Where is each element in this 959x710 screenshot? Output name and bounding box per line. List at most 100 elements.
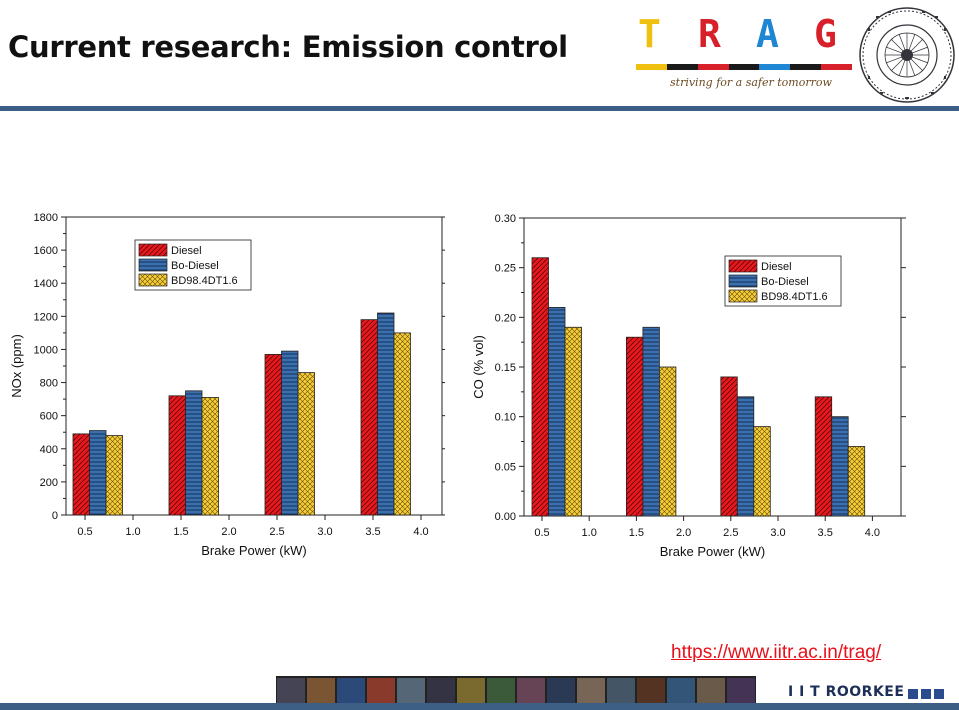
bar-bd98-4dt1-6	[564, 326, 582, 517]
logo-bar-segment	[666, 64, 698, 70]
y-tick-label: 400	[40, 444, 58, 456]
y-tick-label: 0.30	[495, 213, 516, 225]
x-tick-label: 4.0	[865, 527, 880, 539]
y-tick-label: 1000	[34, 344, 58, 356]
trag-logo: T R A G striving for a safer tomorrow	[636, 12, 852, 94]
x-tick-label: 1.5	[173, 526, 188, 538]
x-tick-label: 4.0	[413, 526, 428, 538]
x-axis-label: Brake Power (kW)	[201, 543, 306, 558]
legend-label: BD98.4DT1.6	[761, 291, 828, 303]
y-tick-label: 0.25	[495, 263, 516, 275]
bar-diesel	[264, 354, 282, 516]
x-tick-label: 1.5	[629, 527, 644, 539]
bar-bd98-4dt1-6	[297, 372, 315, 516]
slide-thumbnail[interactable]	[637, 678, 665, 704]
slide-thumbnail[interactable]	[397, 678, 425, 704]
x-axis-label: Brake Power (kW)	[660, 544, 765, 559]
bar-bd98-4dt1-6	[393, 332, 411, 516]
slide-thumbnail[interactable]	[517, 678, 545, 704]
y-tick-label: 800	[40, 378, 58, 390]
slide-thumbnail[interactable]	[607, 678, 635, 704]
slide-thumbnail[interactable]	[697, 678, 725, 704]
bar-bo-diesel	[89, 430, 107, 516]
iit-roorkee-seal-icon	[859, 7, 955, 103]
legend-swatch	[138, 273, 168, 287]
slide-thumbnail[interactable]	[427, 678, 455, 704]
logo-bar-segment	[697, 64, 729, 70]
slide-thumbnail[interactable]	[277, 678, 305, 704]
bar-bo-diesel	[185, 390, 203, 516]
slide-thumbnail[interactable]	[667, 678, 695, 704]
bar-bo-diesel	[548, 307, 566, 517]
logo-tagline: striving for a safer tomorrow	[670, 76, 832, 89]
bar-bd98-4dt1-6	[658, 366, 677, 517]
nox-bar-chart: 0 200 400 600 800 1000 1200 1400 1600 1800 0.5 1.0 1…	[9, 212, 445, 558]
slide-thumbnail-strip[interactable]	[276, 676, 756, 706]
bar-diesel	[72, 433, 90, 516]
slide-thumbnail[interactable]	[307, 678, 335, 704]
y-tick-label: 0.15	[495, 362, 516, 374]
x-tick-label: 0.5	[77, 526, 92, 538]
slide-title: Current research: Emission control	[8, 30, 568, 64]
bar-diesel	[531, 257, 549, 517]
logo-letter-t: T	[638, 12, 661, 56]
legend-swatch	[728, 259, 758, 273]
y-tick-label: 0.20	[495, 312, 516, 324]
y-tick-label: 1200	[34, 311, 58, 323]
logo-letter-g: G	[814, 12, 837, 56]
bar-bd98-4dt1-6	[201, 397, 219, 516]
logo-letter-a: A	[756, 12, 779, 56]
y-tick-label: 0.00	[495, 511, 516, 523]
iit-roorkee-wordmark: I I T ROORKEE	[788, 684, 905, 700]
bar-diesel	[168, 395, 186, 516]
slide-thumbnail[interactable]	[547, 678, 575, 704]
y-tick-label: 1800	[34, 212, 58, 224]
logo-bar-segment	[759, 64, 791, 70]
legend-label: Diesel	[171, 245, 202, 257]
y-tick-label: 1400	[34, 278, 58, 290]
logo-bar-segment	[821, 64, 852, 70]
x-tick-label: 3.5	[365, 526, 380, 538]
bar-diesel	[625, 336, 644, 517]
legend-swatch	[138, 258, 168, 272]
logo-bar-segment	[790, 64, 822, 70]
bar-bo-diesel	[736, 396, 755, 517]
y-tick-label: 0.10	[495, 412, 516, 424]
slide-thumbnail[interactable]	[457, 678, 485, 704]
x-tick-label: 3.0	[770, 527, 785, 539]
slide-thumbnail[interactable]	[337, 678, 365, 704]
y-axis-label: NOx (ppm)	[9, 334, 24, 398]
bar-diesel	[720, 376, 738, 517]
bar-bo-diesel	[642, 326, 660, 517]
legend-label: Bo-Diesel	[761, 276, 809, 288]
y-tick-label: 600	[40, 411, 58, 423]
x-tick-label: 0.5	[534, 527, 549, 539]
footer-rule	[0, 703, 959, 710]
x-tick-label: 2.0	[676, 527, 691, 539]
x-tick-label: 1.0	[582, 527, 597, 539]
x-tick-label: 2.5	[269, 526, 284, 538]
bar-diesel	[814, 396, 833, 517]
bar-bo-diesel	[377, 312, 395, 516]
legend-label: BD98.4DT1.6	[171, 275, 238, 287]
bar-bd98-4dt1-6	[847, 446, 866, 517]
slide-thumbnail[interactable]	[577, 678, 605, 704]
slide-thumbnail[interactable]	[367, 678, 395, 704]
y-axis-label: CO (% vol)	[471, 335, 486, 399]
legend-label: Diesel	[761, 261, 792, 273]
bar-bo-diesel	[831, 416, 849, 517]
brand-squares-icon	[908, 686, 947, 704]
legend-swatch	[728, 274, 758, 288]
slide-thumbnail[interactable]	[727, 678, 755, 704]
bar-bo-diesel	[281, 350, 299, 516]
bar-diesel	[360, 319, 378, 516]
logo-bar-segment	[728, 64, 760, 70]
trag-website-link[interactable]: https://www.iitr.ac.in/trag/	[671, 642, 882, 663]
legend-swatch	[138, 243, 168, 257]
x-tick-label: 2.0	[221, 526, 236, 538]
slide-thumbnail[interactable]	[487, 678, 515, 704]
y-tick-label: 1600	[34, 245, 58, 257]
logo-letter-r: R	[698, 12, 721, 56]
legend-swatch	[728, 289, 758, 303]
bar-bd98-4dt1-6	[753, 426, 771, 517]
